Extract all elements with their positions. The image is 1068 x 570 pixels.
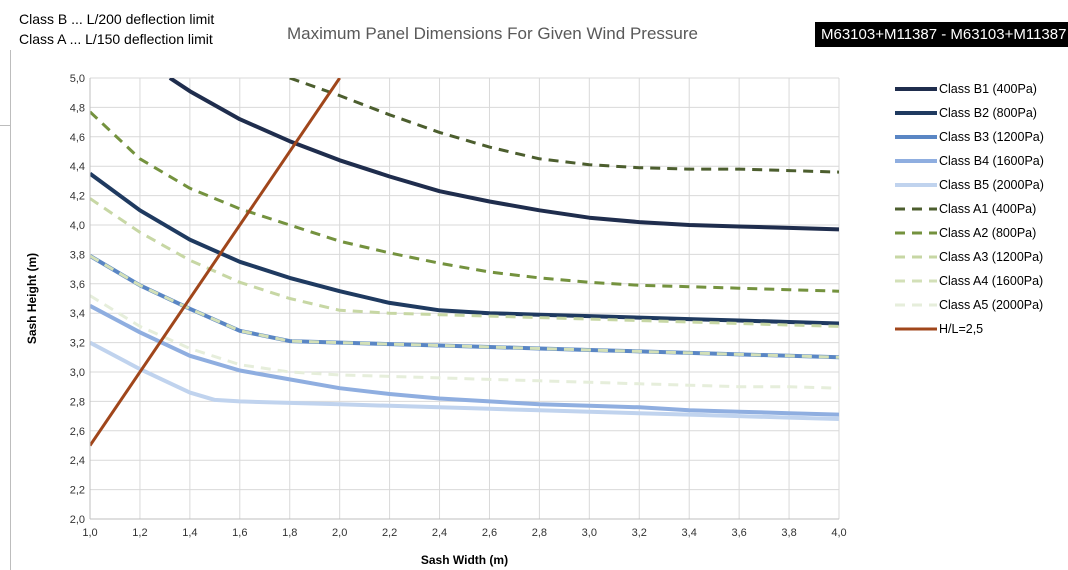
legend-label: Class A4 (1600Pa) <box>939 274 1044 288</box>
x-tick-label: 1,0 <box>82 527 97 539</box>
legend-item: Class B3 (1200Pa) <box>895 125 1044 149</box>
y-axis-title: Sash Height (m) <box>25 253 39 344</box>
legend-item: Class A4 (1600Pa) <box>895 269 1044 293</box>
legend-item: Class A5 (2000Pa) <box>895 293 1044 317</box>
x-tick-label: 2,2 <box>382 527 397 539</box>
x-tick-label: 3,2 <box>632 527 647 539</box>
legend-item: Class B4 (1600Pa) <box>895 149 1044 173</box>
axes: 1,0 1,2 1,4 1,6 1,8 2,0 2,2 2,4 2,6 2,8 3,0 3,2 3,4 3… <box>25 73 847 567</box>
y-tick-label: 4,6 <box>70 132 85 144</box>
legend-label: Class B3 (1200Pa) <box>939 130 1044 144</box>
legend-label: Class A3 (1200Pa) <box>939 250 1044 264</box>
legend-label: Class B2 (800Pa) <box>939 106 1037 120</box>
y-tick-label: 3,8 <box>70 249 85 261</box>
x-tick-label: 3,0 <box>582 527 597 539</box>
legend-swatch <box>895 299 939 311</box>
y-tick-label: 3,6 <box>70 279 85 291</box>
frame-border-tick <box>0 125 10 126</box>
y-tick-label: 2,4 <box>70 455 85 467</box>
y-tick-label: 2,8 <box>70 396 85 408</box>
x-tick-label: 2,8 <box>532 527 547 539</box>
legend-swatch <box>895 323 939 335</box>
series-line <box>90 197 839 328</box>
series-line <box>289 78 839 174</box>
series-line <box>90 304 839 417</box>
legend-item: Class A3 (1200Pa) <box>895 245 1044 269</box>
series-lines <box>90 78 839 447</box>
x-axis-title: Sash Width (m) <box>421 553 508 567</box>
legend-swatch <box>895 155 939 167</box>
legend-label: Class B5 (2000Pa) <box>939 178 1044 192</box>
series-line <box>90 110 839 293</box>
y-tick-label: 2,2 <box>70 485 85 497</box>
frame-border-left <box>10 50 11 570</box>
legend-swatch <box>895 203 939 215</box>
series-line <box>90 254 839 360</box>
series-line <box>90 171 839 326</box>
x-tick-label: 1,8 <box>282 527 297 539</box>
deflection-notes: Class B ... L/200 deflection limit Class… <box>19 9 214 49</box>
legend-label: Class A1 (400Pa) <box>939 202 1037 216</box>
legend-label: Class A5 (2000Pa) <box>939 298 1044 312</box>
x-tick-label: 2,0 <box>332 527 347 539</box>
note-class-a: Class A ... L/150 deflection limit <box>19 31 213 47</box>
legend-item: Class A2 (800Pa) <box>895 221 1044 245</box>
y-tick-label: 3,0 <box>70 367 85 379</box>
legend-swatch <box>895 107 939 119</box>
y-tick-label: 4,2 <box>70 191 85 203</box>
legend-swatch <box>895 179 939 191</box>
legend: Class B1 (400Pa) Class B2 (800Pa) Class B3… <box>895 77 1044 341</box>
profile-badge: M63103+M11387 - M63103+M11387 <box>815 22 1068 47</box>
legend-label: Class B1 (400Pa) <box>939 82 1037 96</box>
y-tick-label: 4,8 <box>70 102 85 114</box>
legend-label: Class A2 (800Pa) <box>939 226 1037 240</box>
x-tick-label: 4,0 <box>831 527 846 539</box>
x-tick-label: 1,2 <box>132 527 147 539</box>
chart-title: Maximum Panel Dimensions For Given Wind … <box>287 24 698 43</box>
legend-item: Class A1 (400Pa) <box>895 197 1044 221</box>
y-tick-label: 5,0 <box>70 73 85 85</box>
y-tick-label: 2,0 <box>70 514 85 526</box>
series-line <box>90 294 839 390</box>
legend-swatch <box>895 227 939 239</box>
y-tick-label: 3,2 <box>70 338 85 350</box>
legend-swatch <box>895 275 939 287</box>
y-tick-label: 4,4 <box>70 161 85 173</box>
series-line <box>90 254 839 359</box>
legend-swatch <box>895 131 939 143</box>
legend-item: Class B1 (400Pa) <box>895 77 1044 101</box>
x-tick-label: 2,4 <box>432 527 447 539</box>
series-line <box>168 78 839 232</box>
x-tick-label: 3,4 <box>682 527 697 539</box>
x-tick-label: 3,6 <box>731 527 746 539</box>
y-tick-label: 3,4 <box>70 308 85 320</box>
x-tick-label: 2,6 <box>482 527 497 539</box>
y-tick-label: 2,6 <box>70 426 85 438</box>
x-tick-label: 1,6 <box>232 527 247 539</box>
y-tick-label: 4,0 <box>70 220 85 232</box>
grid <box>89 77 840 520</box>
legend-item: Class B5 (2000Pa) <box>895 173 1044 197</box>
legend-swatch <box>895 83 939 95</box>
legend-swatch <box>895 251 939 263</box>
x-tick-label: 1,4 <box>182 527 197 539</box>
series-line <box>90 340 839 421</box>
note-class-b: Class B ... L/200 deflection limit <box>19 11 215 27</box>
legend-label: Class B4 (1600Pa) <box>939 154 1044 168</box>
legend-label: H/L=2,5 <box>939 322 984 336</box>
series-line <box>90 78 341 447</box>
legend-item: H/L=2,5 <box>895 317 1044 341</box>
legend-item: Class B2 (800Pa) <box>895 101 1044 125</box>
x-tick-label: 3,8 <box>781 527 796 539</box>
